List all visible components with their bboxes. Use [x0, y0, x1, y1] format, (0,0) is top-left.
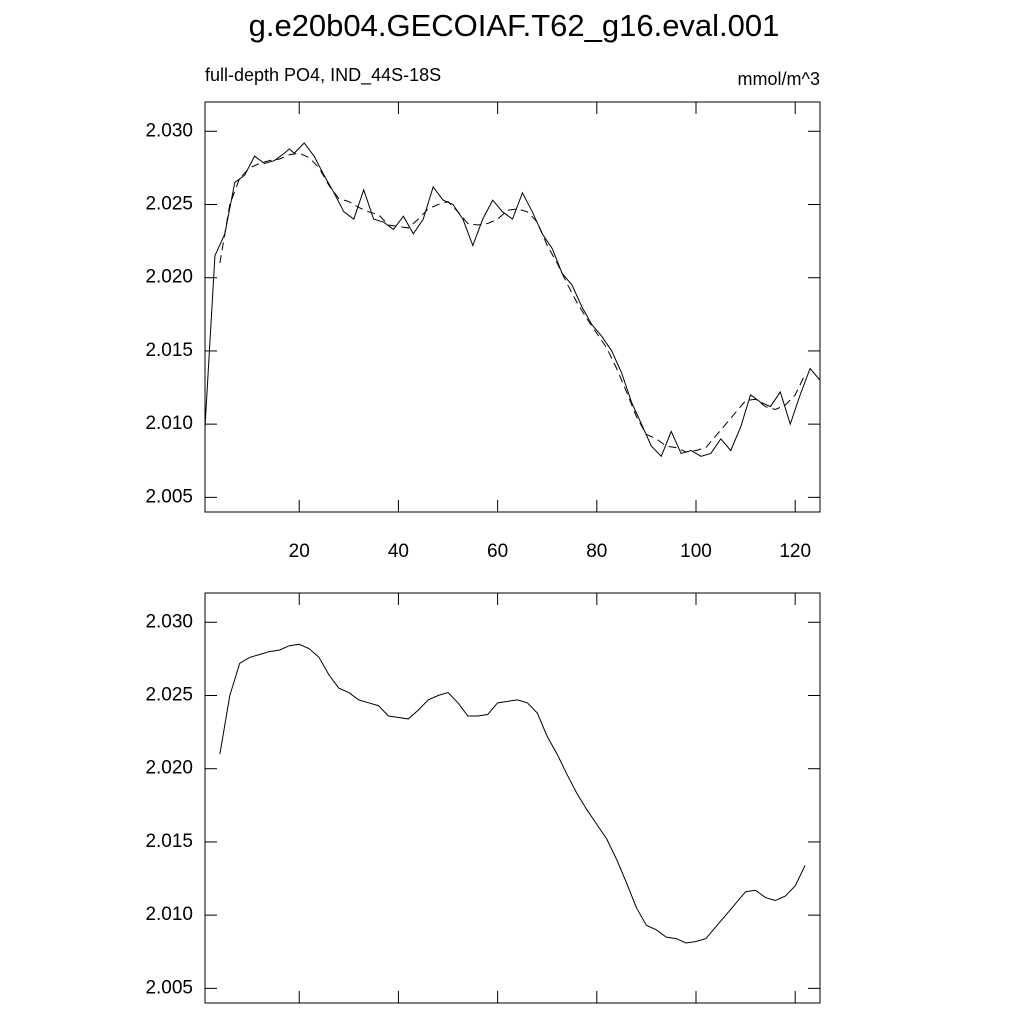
data-line — [219, 643, 806, 944]
plot-frame — [204, 592, 821, 1004]
y-tick-label: 2.025 — [145, 194, 193, 215]
y-tick-label: 2.020 — [145, 267, 193, 288]
y-tick-label: 2.025 — [145, 685, 193, 706]
plot-frame — [204, 101, 821, 513]
chart-title: g.e20b04.GECOIAF.T62_g16.eval.001 — [249, 8, 780, 43]
y-tick-label: 2.030 — [145, 120, 193, 141]
y-tick-label: 2.010 — [145, 904, 193, 925]
x-tick-label: 120 — [779, 541, 811, 562]
x-tick-label: 40 — [388, 541, 409, 562]
y-tick-label: 2.005 — [145, 977, 193, 998]
data-line — [204, 142, 821, 458]
x-tick-label: 20 — [289, 541, 310, 562]
y-tick-label: 2.015 — [145, 340, 193, 361]
units-label: mmol/m^3 — [738, 69, 820, 89]
y-tick-label: 2.005 — [145, 486, 193, 507]
y-tick-label: 2.030 — [145, 611, 193, 632]
subtitle: full-depth PO4, IND_44S-18S — [205, 65, 441, 86]
x-tick-label: 60 — [487, 541, 508, 562]
y-tick-label: 2.010 — [145, 413, 193, 434]
data-line — [219, 152, 806, 453]
y-tick-label: 2.015 — [145, 831, 193, 852]
x-tick-label: 100 — [680, 541, 712, 562]
x-tick-label: 80 — [586, 541, 607, 562]
y-tick-label: 2.020 — [145, 758, 193, 779]
